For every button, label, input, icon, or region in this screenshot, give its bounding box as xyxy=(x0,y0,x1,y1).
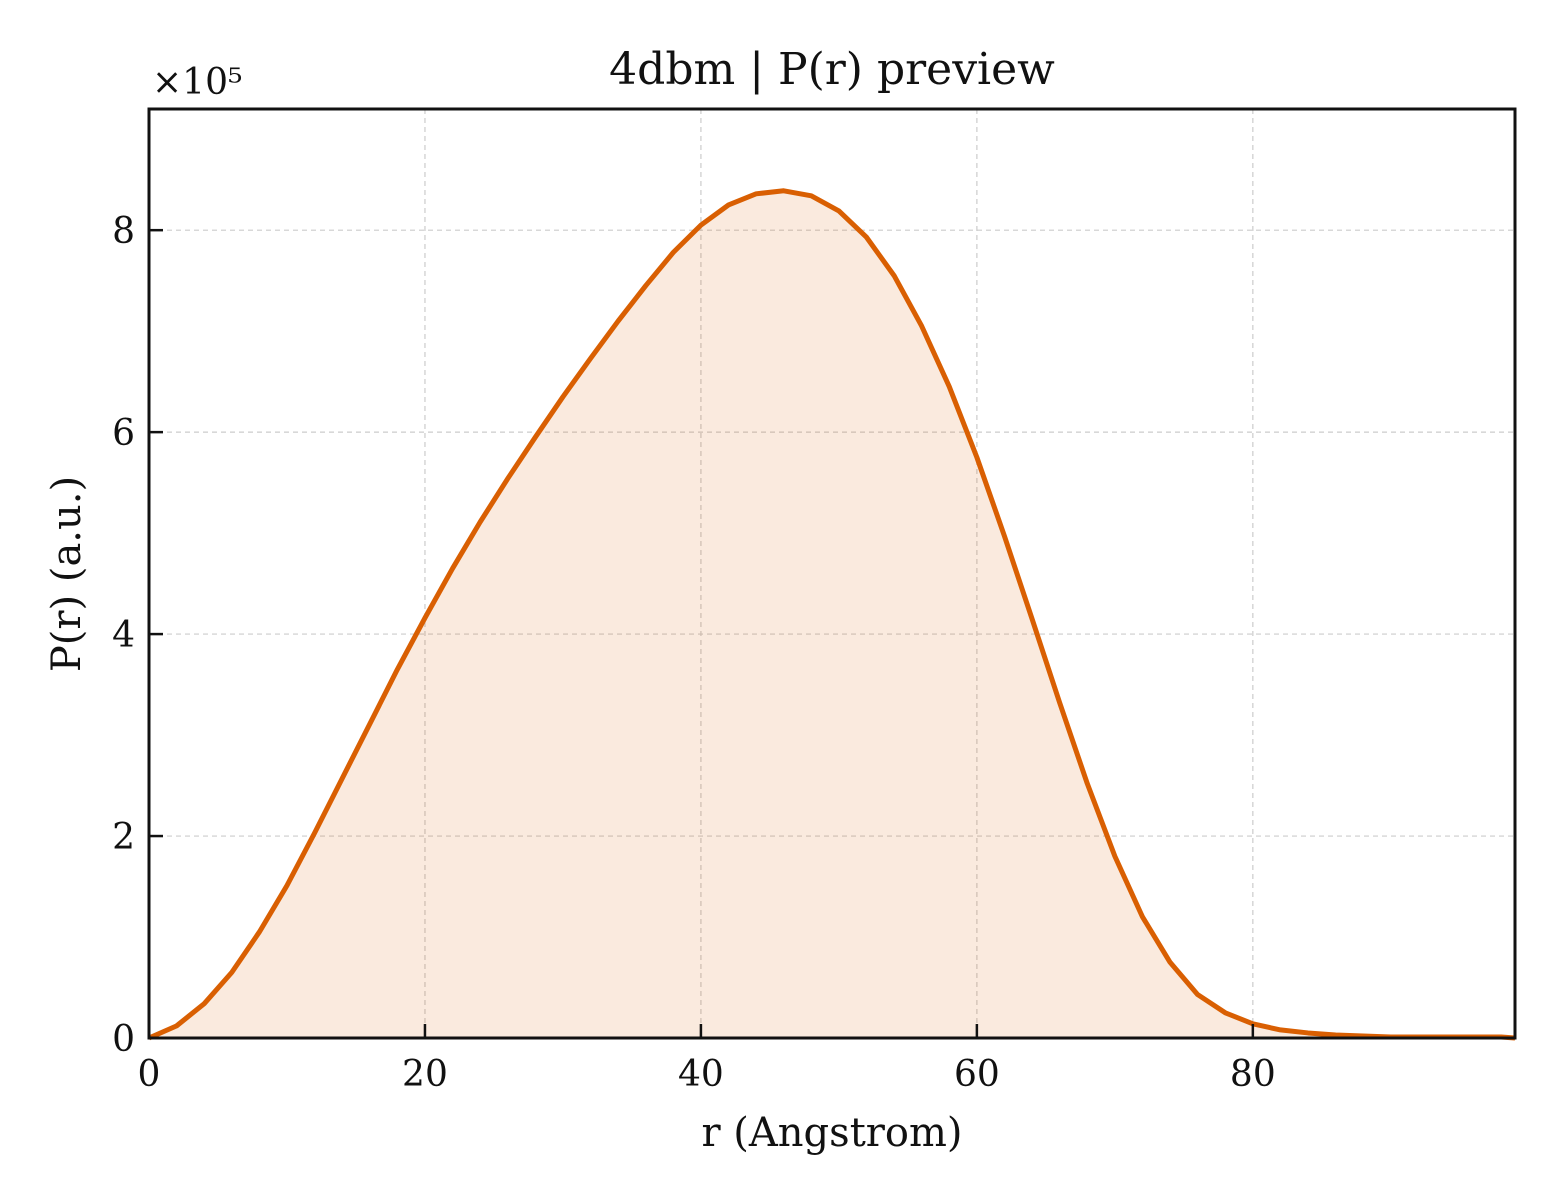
y-tick-label: 2 xyxy=(112,817,135,858)
y-tick-label: 4 xyxy=(112,615,135,656)
axis-ticks: 0 20 40 60 80 0 2 4 6 8 xyxy=(112,211,1276,1095)
area-fill xyxy=(149,190,1515,1039)
x-tick-label: 60 xyxy=(954,1054,1000,1095)
x-tick-label: 0 xyxy=(138,1054,161,1095)
y-multiplier-label: ×10⁵ xyxy=(152,62,242,103)
chart-title: 4dbm | P(r) preview xyxy=(609,44,1055,95)
x-tick-label: 40 xyxy=(678,1054,724,1095)
y-axis-label: P(r) (a.u.) xyxy=(44,476,90,672)
plot-frame xyxy=(147,107,1517,1040)
y-tick-label: 0 xyxy=(112,1019,135,1060)
series-line xyxy=(147,188,1516,1041)
x-tick-label: 20 xyxy=(402,1054,448,1095)
grid-lines xyxy=(149,109,1515,1038)
x-tick-label: 80 xyxy=(1230,1054,1276,1095)
x-axis-label: r (Angstrom) xyxy=(701,1110,962,1156)
y-tick-label: 6 xyxy=(112,413,135,454)
y-tick-label: 8 xyxy=(112,211,135,252)
